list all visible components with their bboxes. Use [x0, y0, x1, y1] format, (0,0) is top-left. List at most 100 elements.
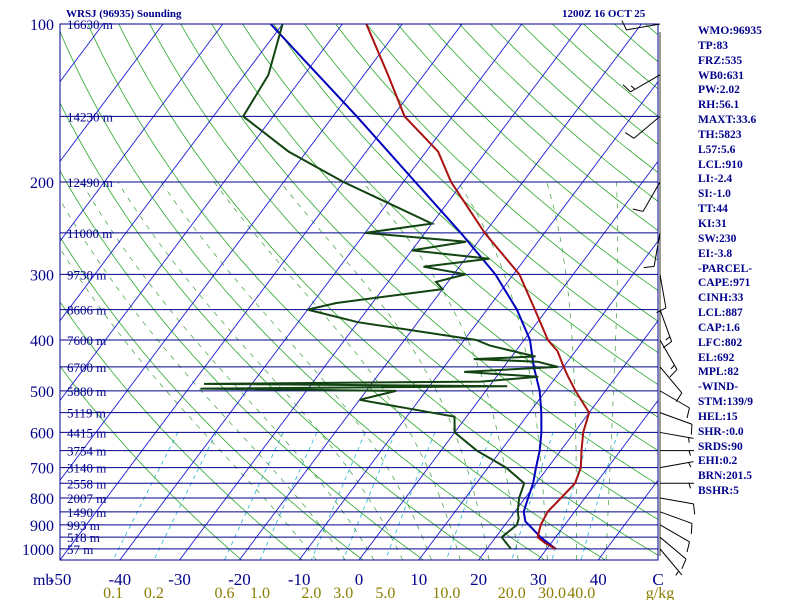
mixing-ratio-label: 30.0: [538, 585, 566, 600]
height-label: 7600 m: [67, 333, 106, 348]
stat-item: LCL:910: [698, 158, 743, 171]
pressure-unit-label: mb: [33, 572, 53, 589]
dry-adiabat: [769, 24, 800, 560]
stat-item: TT:44: [698, 203, 728, 216]
stat-item: FRZ:535: [698, 54, 743, 67]
temperature-tick-label: 10: [410, 570, 427, 589]
stat-item: STM:139/9: [698, 396, 753, 409]
stat-item: SHR-:0.0: [698, 425, 744, 438]
mixing-ratio-line: [342, 432, 396, 560]
sounding-time: 1200Z 16 OCT 25: [562, 8, 646, 20]
dry-adiabat: [335, 24, 658, 322]
stat-item: -WIND-: [698, 381, 739, 394]
stat-item: CINH:33: [698, 292, 744, 305]
wind-barb: [660, 450, 694, 456]
dry-adiabat: [242, 24, 658, 418]
isotherm: [60, 24, 224, 242]
stat-item: BRN:201.5: [698, 470, 752, 483]
dry-adiabat: [211, 24, 658, 452]
mixing-ratio-line: [311, 432, 366, 560]
pressure-label: 500: [30, 384, 54, 401]
moist-adiabat: [279, 181, 490, 560]
dry-adiabat: [60, 236, 364, 560]
pressure-label: 800: [30, 491, 54, 508]
wind-barb: [659, 390, 690, 419]
stat-item: SI:-1.0: [698, 188, 731, 201]
dry-adiabat: [60, 170, 424, 560]
moist-adiabat: [605, 181, 619, 560]
dry-adiabat: [87, 24, 606, 560]
isotherm: [0, 24, 43, 560]
dry-adiabat: [273, 24, 658, 386]
mixing-ratio-label: 1.0: [250, 585, 270, 600]
height-label: 11000 m: [67, 226, 112, 241]
temperature-tick-label: -30: [168, 570, 191, 589]
height-label: 4415 m: [67, 425, 106, 440]
height-label: 9730 m: [67, 267, 106, 282]
height-label: 5880 m: [67, 384, 106, 399]
temperature-tick-label: 40: [590, 570, 607, 589]
mixing-ratio-line: [153, 432, 217, 560]
stat-item: EL:692: [698, 351, 735, 364]
stat-item: LI:-2.4: [698, 173, 733, 186]
mixing-ratio-label: 2.0: [301, 585, 321, 600]
mixing-ratio-unit: g/kg: [646, 585, 674, 600]
stat-item: LFC:802: [698, 336, 743, 349]
mixing-ratio-label: 20.0: [498, 585, 526, 600]
temperature-tick-label: -10: [288, 570, 311, 589]
dry-adiabat: [304, 24, 658, 354]
isotherm: [60, 24, 463, 560]
wind-barb: [659, 548, 683, 576]
stat-item: WB0:631: [698, 69, 744, 82]
temperature-tick-label: 30: [530, 570, 547, 589]
stat-item: TP:83: [698, 39, 729, 52]
stat-item: HEL:15: [698, 410, 738, 423]
height-label: 16630 m: [67, 17, 113, 32]
plot-area: [0, 24, 800, 560]
pressure-label: 400: [30, 333, 54, 350]
temperature-tick-label: -50: [49, 570, 72, 589]
wind-barb: [624, 116, 661, 139]
temperature-tick-label: 20: [470, 570, 487, 589]
mixing-ratio-line: [580, 432, 619, 560]
isotherm: [179, 24, 582, 560]
height-label: 518 m: [67, 530, 100, 545]
wind-barb: [659, 366, 683, 402]
mixing-ratio-label: 0.6: [214, 585, 234, 600]
height-label: 2007 m: [67, 491, 106, 506]
dry-adiabat: [366, 24, 658, 291]
pressure-label: 200: [30, 175, 54, 192]
wind-barb: [659, 309, 673, 349]
pressure-label: 700: [30, 461, 54, 478]
temperature-tick-label: 0: [355, 570, 364, 589]
isotherm: [239, 24, 642, 560]
isotherm: [358, 160, 658, 560]
dry-adiabat: [180, 24, 658, 486]
wind-barb: [659, 412, 693, 435]
moist-adiabat: [60, 247, 317, 560]
stat-item: SW:230: [698, 232, 737, 245]
isotherm: [119, 24, 523, 560]
isotherm: [418, 240, 658, 560]
stat-item: TH:5823: [698, 128, 742, 141]
parcel-trace: [269, 24, 557, 550]
wind-barb: [659, 536, 687, 569]
stat-item: CAP:1.6: [698, 321, 740, 334]
sounding-title: WRSJ (96935) Sounding: [66, 8, 182, 20]
temperature-tick-label: -20: [228, 570, 251, 589]
dry-adiabat: [552, 24, 658, 117]
height-label: 3754 m: [67, 444, 106, 459]
moist-adiabat: [213, 181, 461, 560]
moist-adiabat: [160, 181, 432, 560]
mixing-ratio-label: 0.1: [103, 585, 123, 600]
isotherm: [478, 320, 658, 560]
stat-item: PW:2.02: [698, 84, 740, 97]
moist-adiabat: [457, 181, 548, 560]
height-label: 14230 m: [67, 109, 113, 124]
dry-adiabat: [397, 24, 658, 261]
mixing-ratio-line: [112, 432, 179, 560]
temperature-axis-label: C: [652, 570, 663, 589]
isotherm: [60, 24, 283, 322]
wind-barb: [632, 181, 661, 212]
